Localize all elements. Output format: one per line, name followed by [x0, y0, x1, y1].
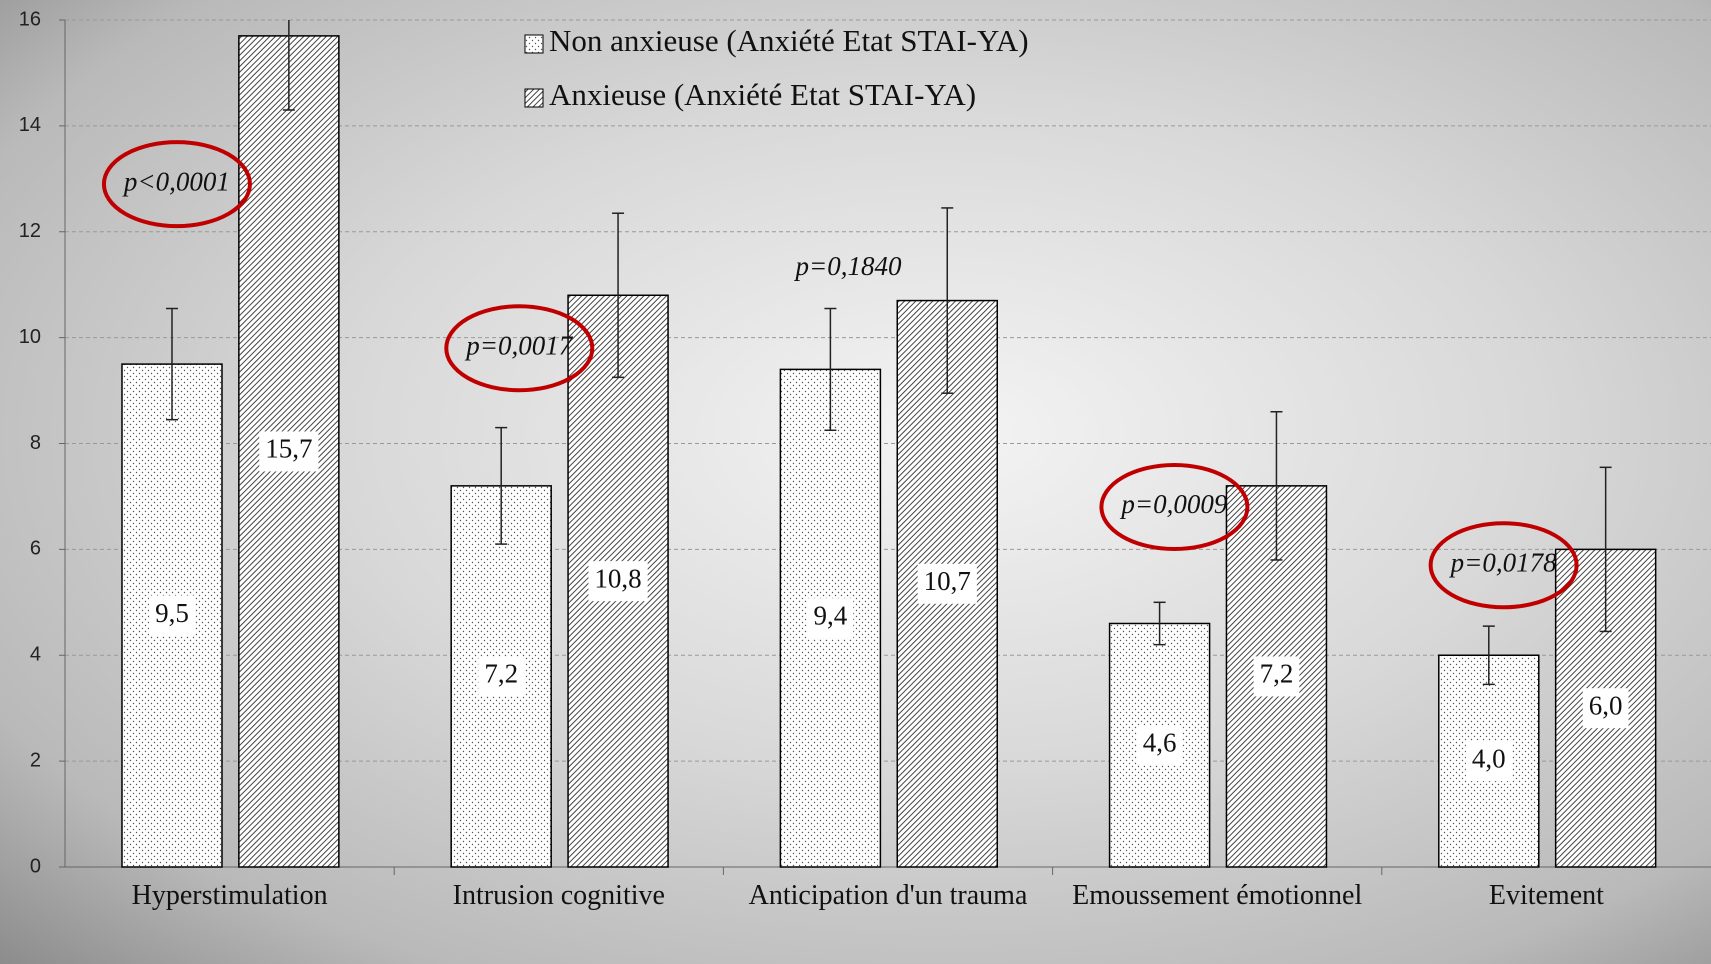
y-tick-label: 2 — [30, 749, 41, 771]
p-value: p=0,0017 — [464, 330, 573, 360]
value-label: 9,4 — [814, 600, 848, 630]
value-label: 10,7 — [924, 566, 971, 596]
value-label: 6,0 — [1589, 690, 1623, 720]
value-label: 9,5 — [155, 598, 189, 628]
value-label: 15,7 — [265, 434, 312, 464]
chart: 0 2 4 6 8 10 12 14 16 9,5 15,7 p<0,0001 7,2 10,8 p=0,0… — [0, 0, 1711, 964]
x-tick-label: Intrusion cognitive — [409, 879, 709, 913]
y-tick-label: 8 — [30, 432, 41, 454]
x-tick-label: Hyperstimulation — [80, 879, 380, 913]
x-tick-label: Anticipation d'un trauma — [738, 879, 1038, 913]
value-label: 7,2 — [484, 659, 518, 689]
legend-label: Anxieuse (Anxiété Etat STAI-YA) — [549, 77, 976, 112]
legend-label: Non anxieuse (Anxiété Etat STAI-YA) — [549, 23, 1029, 58]
y-tick-label: 6 — [30, 538, 41, 560]
y-tick-label: 4 — [30, 644, 41, 666]
value-label: 4,0 — [1472, 743, 1506, 773]
legend-swatch — [525, 89, 543, 107]
p-value: p=0,0178 — [1449, 547, 1557, 577]
y-tick-label: 14 — [19, 114, 41, 136]
value-label: 7,2 — [1260, 659, 1294, 689]
x-tick-label: Evitement — [1396, 879, 1696, 913]
y-tick-label: 16 — [19, 8, 41, 30]
p-value: p=0,0009 — [1119, 489, 1227, 519]
p-value: p<0,0001 — [122, 166, 230, 196]
value-label: 10,8 — [594, 563, 641, 593]
y-tick-label: 10 — [19, 326, 41, 348]
y-tick-label: 12 — [19, 220, 41, 242]
x-tick-label: Emoussement émotionnel — [1067, 879, 1367, 913]
y-tick-label: 0 — [30, 855, 41, 877]
legend-swatch — [525, 35, 543, 53]
p-value: p=0,1840 — [794, 251, 902, 281]
value-label: 4,6 — [1143, 727, 1177, 757]
